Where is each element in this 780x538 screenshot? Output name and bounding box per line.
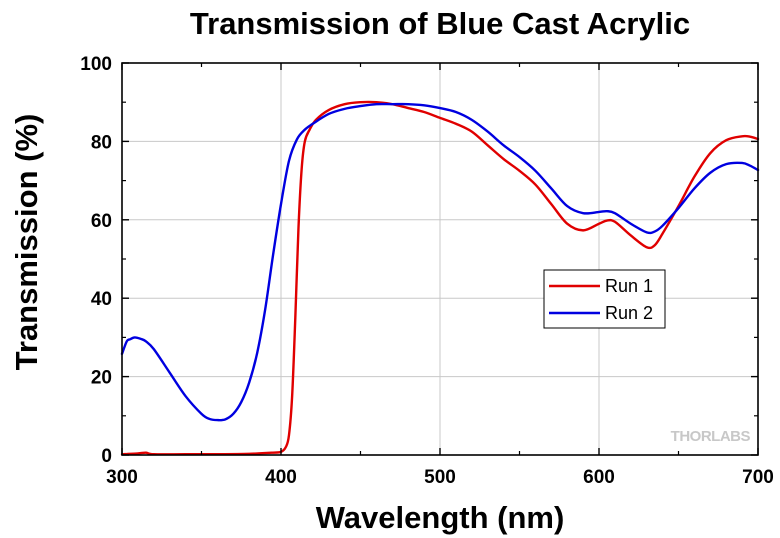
y-tick-label: 80 xyxy=(91,132,112,153)
y-tick-label: 40 xyxy=(91,289,112,310)
tick-marks xyxy=(121,62,759,456)
y-tick-label: 60 xyxy=(91,211,112,232)
x-tick-label: 600 xyxy=(583,467,615,488)
y-tick-label: 100 xyxy=(80,54,112,75)
legend-box xyxy=(543,269,666,329)
grid xyxy=(121,62,759,456)
x-tick-label: 500 xyxy=(424,467,456,488)
tick-labels: 300 400 500 600 700 0 20 40 60 80 100 xyxy=(80,54,774,488)
x-axis-label: Wavelength (nm) xyxy=(316,500,565,535)
x-tick-label: 300 xyxy=(106,467,138,488)
series-line-run-2 xyxy=(120,102,760,422)
y-tick-label: 0 xyxy=(101,446,112,467)
x-tick-label: 400 xyxy=(265,467,297,488)
legend: Run 1 Run 2 xyxy=(543,269,666,329)
y-tick-label: 20 xyxy=(91,368,112,389)
legend-label-run-2: Run 2 xyxy=(605,303,653,323)
legend-label-run-1: Run 1 xyxy=(605,276,653,296)
y-axis-label: Transmission (%) xyxy=(9,114,44,371)
x-tick-label: 700 xyxy=(742,467,774,488)
thorlabs-watermark: THORLABS xyxy=(671,428,751,445)
chart-title: Transmission of Blue Cast Acrylic xyxy=(190,6,690,41)
